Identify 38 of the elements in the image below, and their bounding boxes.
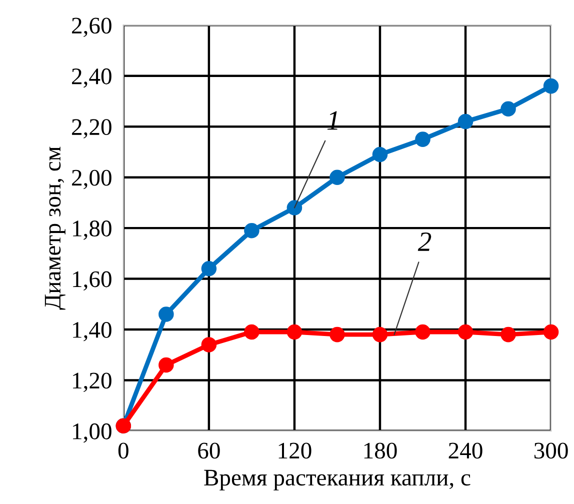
x-tick-label: 0 (118, 442, 128, 459)
point (244, 222, 260, 238)
point (415, 132, 430, 147)
point (201, 260, 217, 276)
point (244, 324, 260, 340)
x-tick-label: 180 (364, 442, 397, 459)
x-tick-label: 120 (278, 442, 312, 459)
x-axis-title: Время растекания капли, с (204, 470, 470, 490)
y-tick-label: 2,00 (72, 170, 112, 190)
y-tick-label: 2,20 (72, 119, 112, 138)
point (286, 200, 302, 216)
point (158, 306, 174, 322)
point (158, 357, 174, 373)
y-axis-title: Диаметр зон, см (44, 146, 66, 310)
y-tick-label: 1,20 (73, 372, 112, 392)
point (415, 324, 430, 340)
y-tick-label: 2,60 (72, 18, 112, 38)
point (458, 114, 474, 130)
y-tick-label: 1,80 (73, 220, 112, 240)
point (286, 324, 302, 340)
y-tick-label: 1,40 (73, 322, 112, 342)
point (458, 324, 474, 340)
y-tick-label: 2,40 (72, 68, 112, 88)
point (372, 326, 388, 342)
y-tick-label: 1,60 (73, 271, 112, 291)
x-tick-label: 240 (448, 442, 482, 459)
point (372, 146, 388, 162)
point (201, 337, 217, 352)
x-tick-label: 60 (198, 442, 220, 459)
point (330, 170, 345, 185)
point (500, 326, 516, 342)
x-tick-label: 300 (534, 442, 568, 459)
point (543, 324, 559, 340)
point (330, 326, 345, 342)
annotation: 2 (418, 232, 432, 251)
y-tick-label: 1,00 (73, 423, 112, 443)
point (543, 78, 559, 94)
point (500, 101, 516, 117)
